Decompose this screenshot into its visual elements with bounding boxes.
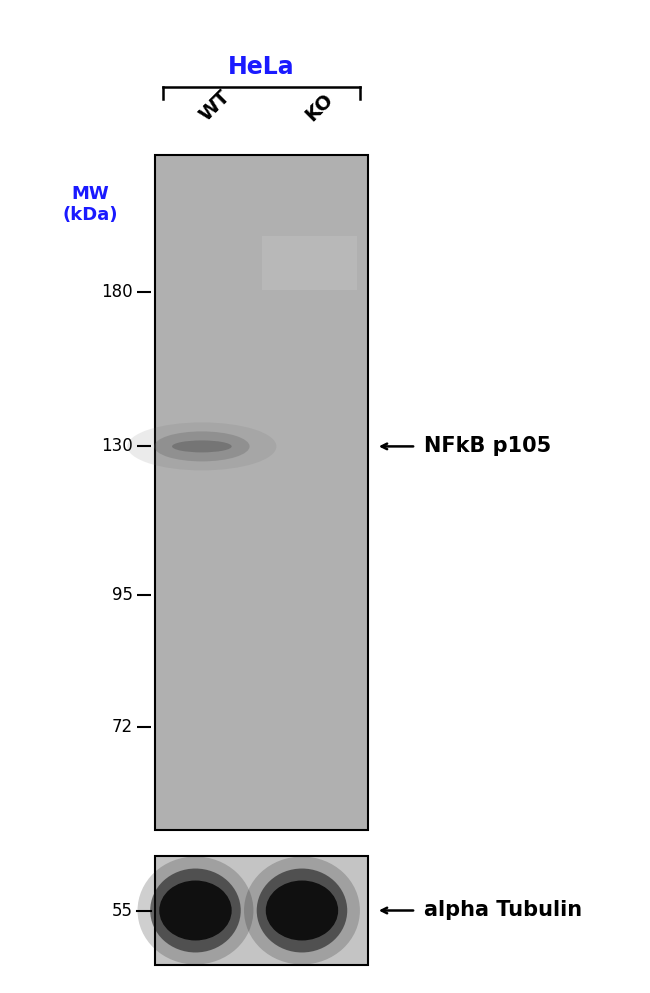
Ellipse shape (154, 431, 250, 462)
Text: WT: WT (196, 87, 233, 125)
Text: 180: 180 (101, 283, 133, 301)
Ellipse shape (244, 857, 360, 964)
Text: KO: KO (302, 89, 337, 125)
Text: NFkB p105: NFkB p105 (424, 436, 551, 457)
Bar (155, 155, 368, 830)
Ellipse shape (150, 869, 240, 952)
Text: 95: 95 (112, 587, 133, 605)
Bar (261, 236, 358, 290)
Text: alpha Tubulin: alpha Tubulin (424, 901, 582, 921)
Ellipse shape (266, 881, 338, 940)
Text: 55: 55 (112, 902, 133, 920)
Ellipse shape (172, 441, 231, 453)
Text: 130: 130 (101, 437, 133, 456)
Ellipse shape (138, 857, 254, 964)
Text: 72: 72 (112, 718, 133, 736)
Ellipse shape (159, 881, 231, 940)
Bar (155, 856, 368, 965)
Ellipse shape (127, 422, 276, 471)
Text: MW
(kDa): MW (kDa) (62, 185, 118, 223)
Ellipse shape (257, 869, 347, 952)
Text: HeLa: HeLa (228, 55, 295, 79)
